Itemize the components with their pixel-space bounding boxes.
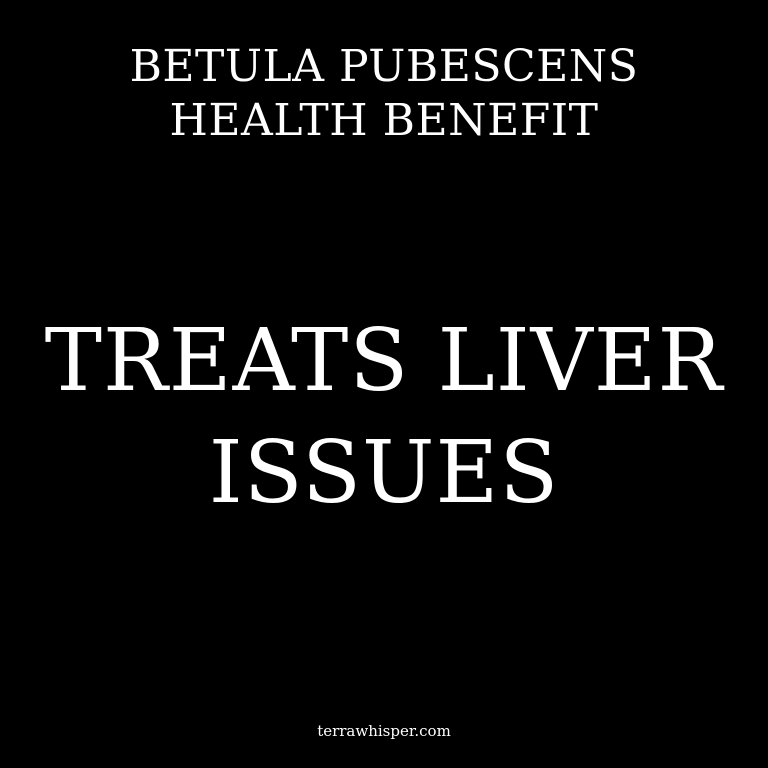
benefit-line-2: ISSUES xyxy=(208,423,560,523)
heading-subtitle: HEALTH BENEFIT xyxy=(169,95,599,146)
plant-heading: BETULA PUBESCENS HEALTH BENEFIT xyxy=(0,40,768,148)
plant-name: BETULA PUBESCENS xyxy=(129,41,639,92)
site-credit: terrawhisper.com xyxy=(317,722,451,740)
benefit-line-1: TREATS LIVER xyxy=(44,311,724,411)
benefit-statement: TREATS LIVER ISSUES xyxy=(0,305,768,529)
